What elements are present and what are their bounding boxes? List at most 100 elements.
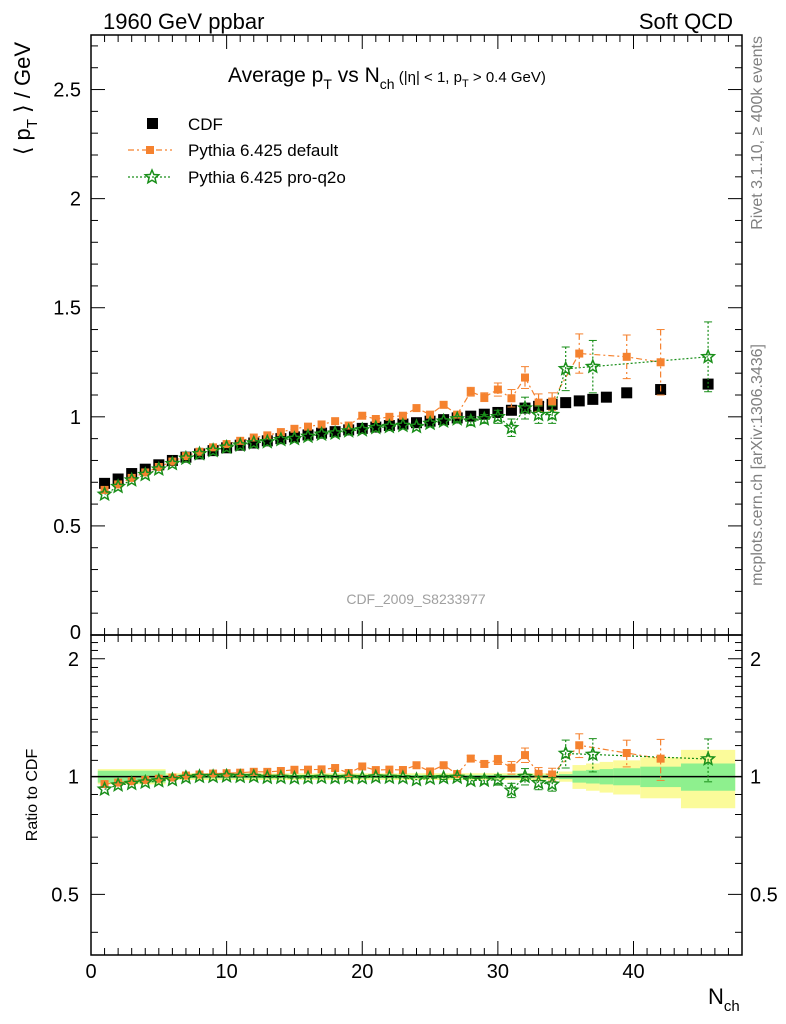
pythia-default-point bbox=[236, 436, 245, 445]
pythia-default-point bbox=[195, 447, 204, 456]
ratio-pythia-proq2o-point bbox=[422, 769, 439, 786]
category-label: Soft QCD bbox=[639, 9, 733, 34]
legend-marker-cdf bbox=[147, 118, 158, 129]
ratio-pythia-proq2o-point bbox=[191, 768, 208, 784]
pythia-default-point bbox=[426, 410, 435, 419]
legend-marker-pythia-default bbox=[146, 146, 154, 154]
cdf-point bbox=[383, 420, 395, 432]
cdf-point bbox=[248, 437, 260, 449]
ratio-pythia-default-point bbox=[439, 761, 448, 770]
y-tick-label-zero: 0 bbox=[70, 622, 81, 644]
y-tick-label: 1.5 bbox=[53, 298, 81, 320]
pythia-default-point bbox=[656, 358, 665, 367]
pythia-proq2o-point bbox=[96, 485, 113, 502]
pythia-default-point bbox=[398, 411, 407, 420]
pythia-default-point bbox=[317, 420, 326, 429]
pythia-default-point bbox=[534, 398, 543, 407]
ratio-pythia-default-point bbox=[521, 751, 529, 760]
ratio-pythia-default-point bbox=[222, 769, 231, 778]
cdf-point bbox=[424, 415, 436, 427]
pythia-default-point bbox=[331, 417, 340, 426]
ratio-pythia-default-point bbox=[622, 749, 631, 758]
ratio-pythia-proq2o-point bbox=[177, 769, 194, 785]
ratio-pythia-default-point bbox=[181, 771, 190, 780]
ratio-pythia-proq2o-point bbox=[164, 771, 181, 787]
ratio-tick-label-right: 0.5 bbox=[750, 884, 778, 906]
cdf-point bbox=[411, 417, 422, 429]
ratio-pythia-proq2o-point bbox=[205, 768, 222, 784]
ratio-pythia-proq2o-point bbox=[449, 768, 466, 785]
pythia-proq2o-point bbox=[205, 442, 222, 458]
pythia-proq2o-point bbox=[286, 430, 303, 446]
pythia-proq2o-point bbox=[503, 419, 520, 435]
pythia-default-point bbox=[507, 394, 516, 403]
legend-label-pythia-proq2o: Pythia 6.425 pro-q2o bbox=[188, 168, 346, 187]
ratio-pythia-proq2o-point bbox=[272, 769, 289, 785]
ratio-pythia-proq2o-point bbox=[96, 780, 113, 797]
ratio-pythia-default-point bbox=[412, 761, 421, 770]
ratio-pythia-proq2o-point bbox=[476, 771, 493, 788]
x-tick-label: 0 bbox=[85, 961, 96, 983]
pythia-proq2o-point bbox=[557, 360, 574, 376]
pythia-proq2o-point bbox=[327, 424, 344, 440]
x-axis-label: Nch bbox=[708, 984, 740, 1015]
ratio-pythia-default-point bbox=[534, 769, 543, 778]
pythia-default-point bbox=[575, 349, 584, 358]
pythia-proq2o-point bbox=[516, 399, 534, 415]
pythia-default-point bbox=[466, 387, 475, 396]
cdf-point bbox=[621, 387, 633, 399]
pythia-default-point bbox=[385, 412, 394, 421]
y-tick-label: 2.5 bbox=[53, 80, 81, 102]
y-tick-label: 1 bbox=[70, 407, 81, 429]
ratio-pythia-proq2o-point bbox=[557, 745, 574, 761]
pythia-proq2o-point bbox=[408, 418, 425, 434]
ratio-pythia-proq2o-point bbox=[584, 746, 601, 762]
pythia-default-point bbox=[168, 457, 177, 466]
mcplots-label: mcplots.cern.ch [arXiv:1306.3436] bbox=[749, 344, 766, 586]
ratio-pythia-default-point bbox=[168, 773, 177, 782]
series-layer bbox=[96, 321, 717, 799]
pythia-default-point bbox=[222, 440, 231, 449]
ratio-pythia-proq2o-point bbox=[123, 775, 140, 791]
legend-label-cdf: CDF bbox=[188, 115, 223, 134]
ratio-tick-label-right: 2 bbox=[750, 649, 761, 671]
ratio-tick-label: 0.5 bbox=[51, 884, 79, 906]
cdf-point bbox=[99, 477, 111, 489]
ratio-pythia-proq2o-point bbox=[530, 774, 547, 790]
legend-marker-pythia-proq2o bbox=[143, 168, 161, 185]
pythia-proq2o-point bbox=[435, 412, 452, 428]
ratio-pythia-proq2o-point bbox=[299, 769, 317, 785]
pythia-proq2o-point bbox=[245, 434, 262, 450]
pythia-proq2o-point bbox=[218, 438, 235, 455]
x-tick-label: 30 bbox=[487, 961, 509, 983]
ratio-pythia-default-point bbox=[236, 768, 245, 777]
cdf-point bbox=[492, 406, 504, 418]
ratio-pythia-proq2o-point bbox=[137, 773, 154, 790]
pythia-proq2o-point bbox=[394, 417, 411, 433]
ratio-pythia-default-point bbox=[114, 778, 123, 787]
x-tick-label: 10 bbox=[216, 961, 238, 983]
ratio-pythia-default-point bbox=[358, 762, 367, 771]
pythia-proq2o-point bbox=[272, 431, 289, 447]
ratio-pythia-default-point bbox=[141, 775, 150, 784]
ratio-pythia-proq2o-point bbox=[544, 775, 561, 792]
ratio-pythia-proq2o-point bbox=[503, 781, 520, 798]
cdf-point bbox=[370, 421, 382, 433]
pythia-default-point bbox=[304, 422, 312, 431]
pythia-default-point bbox=[371, 415, 380, 423]
ratio-pythia-proq2o-point bbox=[286, 769, 303, 785]
pythia-proq2o-point bbox=[123, 471, 140, 487]
ratio-pythia-proq2o-point bbox=[489, 771, 506, 787]
ratio-pythia-proq2o-point bbox=[232, 768, 249, 784]
pythia-proq2o-point bbox=[177, 449, 194, 466]
pythia-proq2o-point bbox=[367, 419, 384, 435]
ratio-pythia-default-point bbox=[575, 741, 584, 750]
cdf-point bbox=[275, 433, 287, 445]
x-tick-label: 20 bbox=[351, 961, 373, 983]
ratio-pythia-default-point bbox=[480, 759, 489, 768]
y-axis-label-ratio: Ratio to CDF bbox=[24, 749, 41, 842]
pythia-default-point bbox=[127, 473, 136, 482]
ratio-pythia-default-point bbox=[154, 774, 163, 783]
pythia-default-point bbox=[141, 468, 150, 477]
